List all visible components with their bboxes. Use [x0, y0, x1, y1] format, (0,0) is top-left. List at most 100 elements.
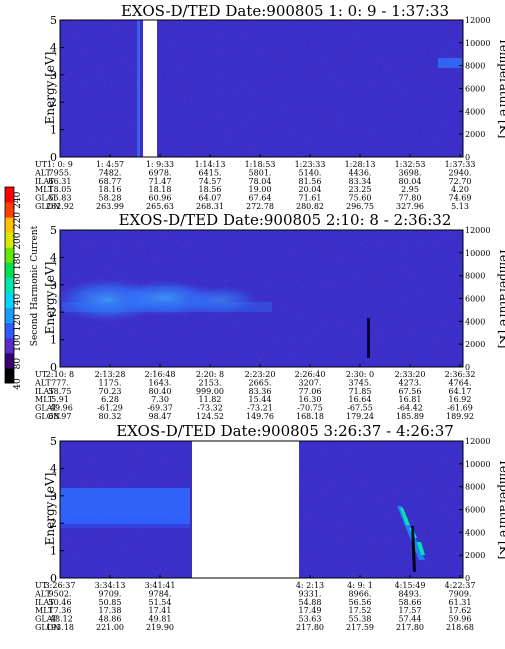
panel-2: EXOS-D/TED Date:900805 2:10: 8 - 2:36:32…: [34, 211, 505, 421]
ephemeris-value: 221.00: [96, 623, 124, 632]
ephemeris-value: 2:20: 8: [196, 370, 224, 379]
ephemeris-value: 1:14:13: [195, 160, 226, 169]
ephemeris-value: 149.76: [246, 412, 274, 421]
ephemeris-row-label: ILAT: [35, 387, 55, 396]
y-tick-label: 0: [50, 151, 57, 164]
ephemeris-value: 8493.: [399, 589, 422, 598]
ephemeris-value: 1:18:53: [245, 160, 276, 169]
ephemeris-row-label: GLAT: [35, 404, 58, 413]
y-tick-right-label: 0: [465, 363, 470, 372]
ephemeris-value: 3698.: [399, 168, 422, 177]
y-tick-label: 4: [50, 251, 57, 264]
y-tick-right-label: 10000: [465, 460, 490, 469]
ephemeris-value: 4: 2:13: [296, 581, 324, 590]
y-tick-label: 5: [50, 435, 57, 448]
panel-3-y-ticks-right: 0 2000 4000 6000 8000 10000 12000: [459, 437, 490, 583]
panel-1-noise-texture: [60, 20, 463, 157]
y-tick-label: 2: [50, 517, 57, 530]
ephemeris-row-label: GLON: [35, 623, 60, 632]
ephemeris-value: -64.42: [397, 404, 423, 413]
ephemeris-value: 83.36: [249, 387, 272, 396]
panel-2-ion-band-right: [180, 286, 260, 314]
ephemeris-value: 2:36:32: [445, 370, 476, 379]
ephemeris-value: 18.56: [199, 185, 222, 194]
ephemeris-value: 3:41:41: [145, 581, 176, 590]
ephemeris-value: 77.80: [399, 194, 422, 203]
ephemeris-value: 999.00: [196, 387, 224, 396]
ephemeris-value: 2:13:28: [95, 370, 126, 379]
ephemeris-value: -48.12: [47, 615, 73, 624]
ephemeris-value: 2.95: [401, 185, 419, 194]
panel-1-hot-spot: [438, 58, 462, 68]
ephemeris-value: 8966.: [349, 589, 372, 598]
ephemeris-row-label: MLT: [35, 606, 54, 615]
colorbar-tick-label: 200: [13, 232, 23, 249]
ephemeris-value: 74.57: [199, 177, 222, 186]
colorbar-tick-label: 220: [13, 212, 23, 229]
colorbar-swatch: [5, 322, 14, 339]
ephemeris-value: 72.70: [449, 177, 472, 186]
y-tick-label: 4: [50, 462, 57, 475]
ephemeris-value: 58.28: [99, 194, 122, 203]
ephemeris-row-label: UT: [35, 581, 48, 590]
ephemeris-value: 6.28: [101, 395, 119, 404]
panel-3-title: EXOS-D/TED Date:900805 3:26:37 - 4:26:37: [116, 422, 454, 440]
ephemeris-value: 16.92: [449, 395, 472, 404]
ephemeris-value: 17.41: [149, 606, 172, 615]
y-tick-right-label: 8000: [465, 483, 485, 492]
panel-3-ephemeris: UTALTILATMLTGLATGLON3:26:379502.50.4617.…: [34, 575, 475, 632]
ephemeris-value: -73.32: [197, 404, 223, 413]
ephemeris-value: 6978.: [149, 168, 172, 177]
colorbar-label: Second Harmonic Current: [30, 225, 40, 346]
ephemeris-value: 17.62: [449, 606, 472, 615]
ephemeris-value: 1:32:53: [395, 160, 426, 169]
ephemeris-value: 193.18: [46, 623, 74, 632]
ephemeris-value: 2:16:48: [145, 370, 176, 379]
y-tick-right-label: 8000: [465, 272, 485, 281]
ephemeris-value: 6415.: [199, 168, 222, 177]
y-tick-right-label: 6000: [465, 506, 485, 515]
ephemeris-value: 50.46: [49, 598, 72, 607]
ephemeris-value: 67.64: [249, 194, 272, 203]
ephemeris-row-label: GLAT: [35, 194, 58, 203]
ephemeris-value: 265.63: [146, 202, 174, 211]
panel-3-ion-band: [60, 488, 190, 524]
panel-1-title: EXOS-D/TED Date:900805 1: 0: 9 - 1:37:33: [121, 2, 449, 20]
colorbar-tick-label: 100: [13, 334, 23, 351]
ephemeris-row-label: ALT: [34, 378, 51, 387]
ephemeris-row-label: UT: [35, 160, 48, 169]
y-tick-right-label: 2000: [465, 130, 485, 139]
y-tick-label: 3: [50, 279, 57, 292]
ephemeris-value: 71.85: [349, 387, 372, 396]
colorbar-ticks: 40 80 100 120 140 160 180 200 220 240: [13, 191, 23, 389]
colorbar-swatch: [5, 232, 14, 248]
panel-3-y-ticks: 0 1 2 3 4 5: [50, 435, 64, 585]
ephemeris-value: 2:23:20: [245, 370, 276, 379]
ephemeris-value: 68.97: [49, 412, 72, 421]
ephemeris-value: 71.47: [149, 177, 172, 186]
y-tick-right-label: 4000: [465, 528, 485, 537]
ephemeris-value: 7909.: [449, 589, 472, 598]
colorbar-swatch: [5, 352, 14, 369]
ephemeris-value: 18.16: [99, 185, 122, 194]
ephemeris-value: 1:37:33: [445, 160, 476, 169]
ephemeris-value: 1: 4:57: [96, 160, 124, 169]
ephemeris-row-label: MLT: [35, 395, 54, 404]
y-tick-label: 5: [50, 14, 57, 27]
ephemeris-value: 54.88: [299, 598, 322, 607]
ephemeris-value: 17.49: [299, 606, 322, 615]
ephemeris-value: 2:10: 8: [46, 370, 74, 379]
ephemeris-value: 80.40: [149, 387, 172, 396]
ephemeris-value: 58.66: [399, 598, 422, 607]
panel-1-y-ticks: 0 1 2 3 4 5: [50, 14, 64, 164]
ephemeris-value: 17.38: [99, 606, 122, 615]
ephemeris-value: 4436.: [349, 168, 372, 177]
panel-3-ion-band-fringe: [60, 518, 190, 528]
ephemeris-value: 5801.: [249, 168, 272, 177]
ephemeris-value: 16.64: [349, 395, 372, 404]
ephemeris-value: 98.47: [149, 412, 172, 421]
ephemeris-row-label: UT: [35, 370, 48, 379]
ephemeris-row-label: GLON: [35, 412, 60, 421]
y-tick-right-label: 8000: [465, 62, 485, 71]
